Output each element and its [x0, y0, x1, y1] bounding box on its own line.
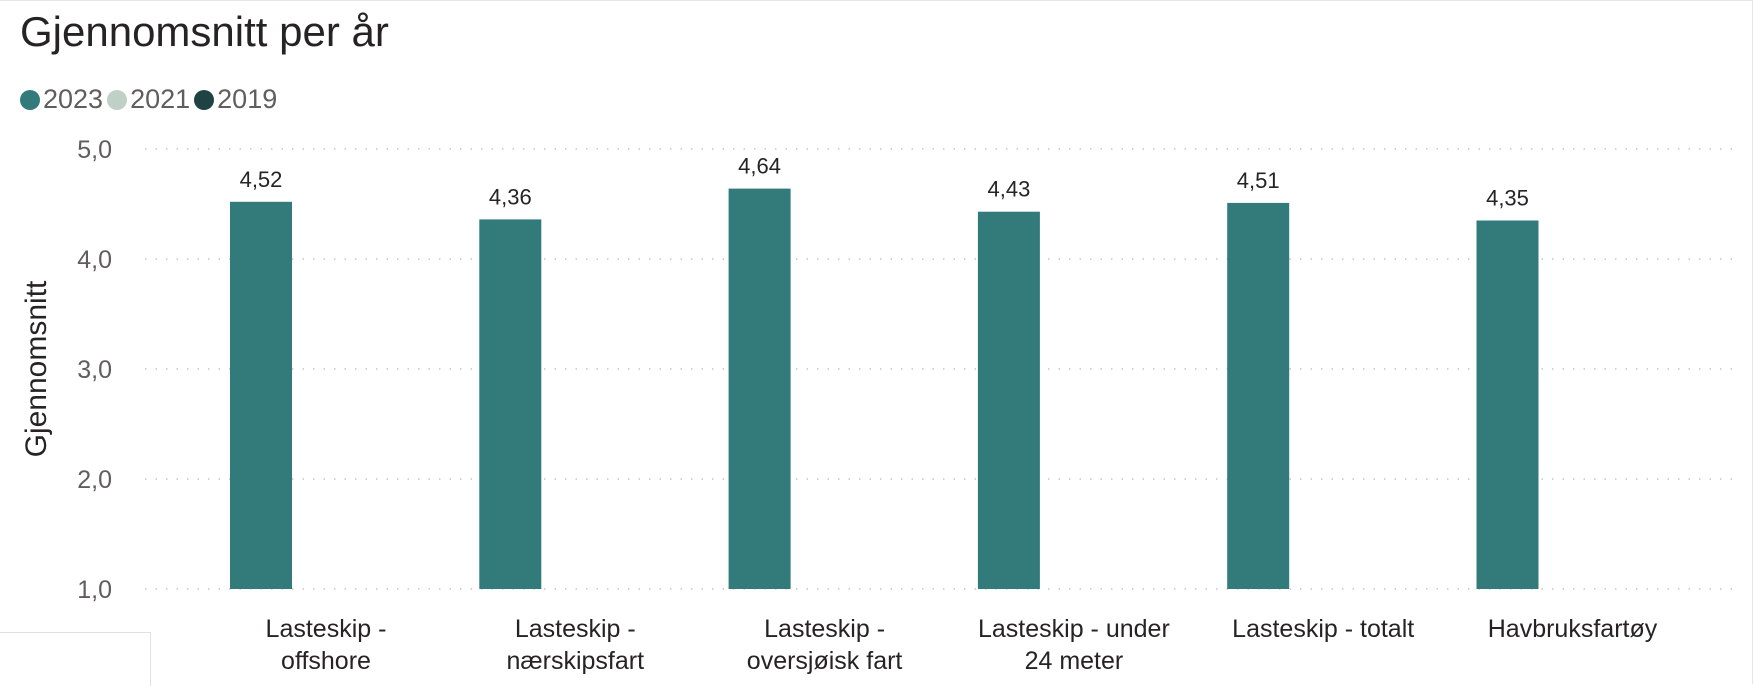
- legend-item-2023[interactable]: 2023: [20, 84, 103, 115]
- y-tick-label: 4,0: [77, 246, 112, 274]
- bar: [230, 201, 292, 590]
- y-tick-label: 3,0: [77, 356, 112, 384]
- legend-dot-2021: [107, 89, 128, 110]
- data-label: 4,36: [489, 184, 532, 209]
- x-tick-label: oversjøisk fart: [747, 647, 903, 675]
- corner-frame: [0, 632, 151, 686]
- y-tick-label: 2,0: [77, 466, 112, 494]
- chart-title: Gjennomsnitt per år: [20, 8, 389, 55]
- y-tick-label: 5,0: [77, 136, 112, 164]
- bar: [977, 211, 1040, 589]
- x-tick-label: Lasteskip -: [764, 615, 885, 643]
- data-label: 4,64: [738, 154, 781, 179]
- data-label: 4,52: [240, 167, 283, 192]
- x-tick-label: Lasteskip -: [266, 615, 387, 643]
- bar: [1227, 202, 1290, 589]
- legend-item-2021[interactable]: 2021: [107, 84, 190, 115]
- x-tick-label: Lasteskip - totalt: [1232, 615, 1414, 643]
- x-tick-label: Havbruksfartøy: [1488, 615, 1658, 643]
- x-tick-label: offshore: [281, 647, 371, 675]
- bar: [479, 219, 542, 589]
- y-tick-label: 1,0: [77, 576, 112, 604]
- y-axis-title: Gjennomsnitt: [20, 280, 53, 457]
- x-tick-label: nærskipsfart: [507, 647, 645, 675]
- data-label: 4,35: [1486, 186, 1529, 211]
- legend-dot-2023: [20, 89, 40, 110]
- x-tick-label: Lasteskip - under: [978, 615, 1170, 643]
- data-label: 4,51: [1237, 168, 1280, 193]
- x-tick-label: Lasteskip -: [515, 615, 636, 643]
- legend-dot-2019: [194, 89, 215, 110]
- legend-label-2021: 2021: [130, 84, 191, 114]
- bar: [728, 188, 791, 589]
- legend: 2023 2021 2019: [20, 84, 281, 115]
- legend-label-2023: 2023: [43, 84, 104, 114]
- bar: [1476, 220, 1539, 589]
- data-label: 4,43: [987, 177, 1030, 202]
- legend-item-2019[interactable]: 2019: [194, 84, 277, 115]
- x-tick-label: 24 meter: [1025, 647, 1124, 675]
- legend-label-2019: 2019: [217, 84, 278, 114]
